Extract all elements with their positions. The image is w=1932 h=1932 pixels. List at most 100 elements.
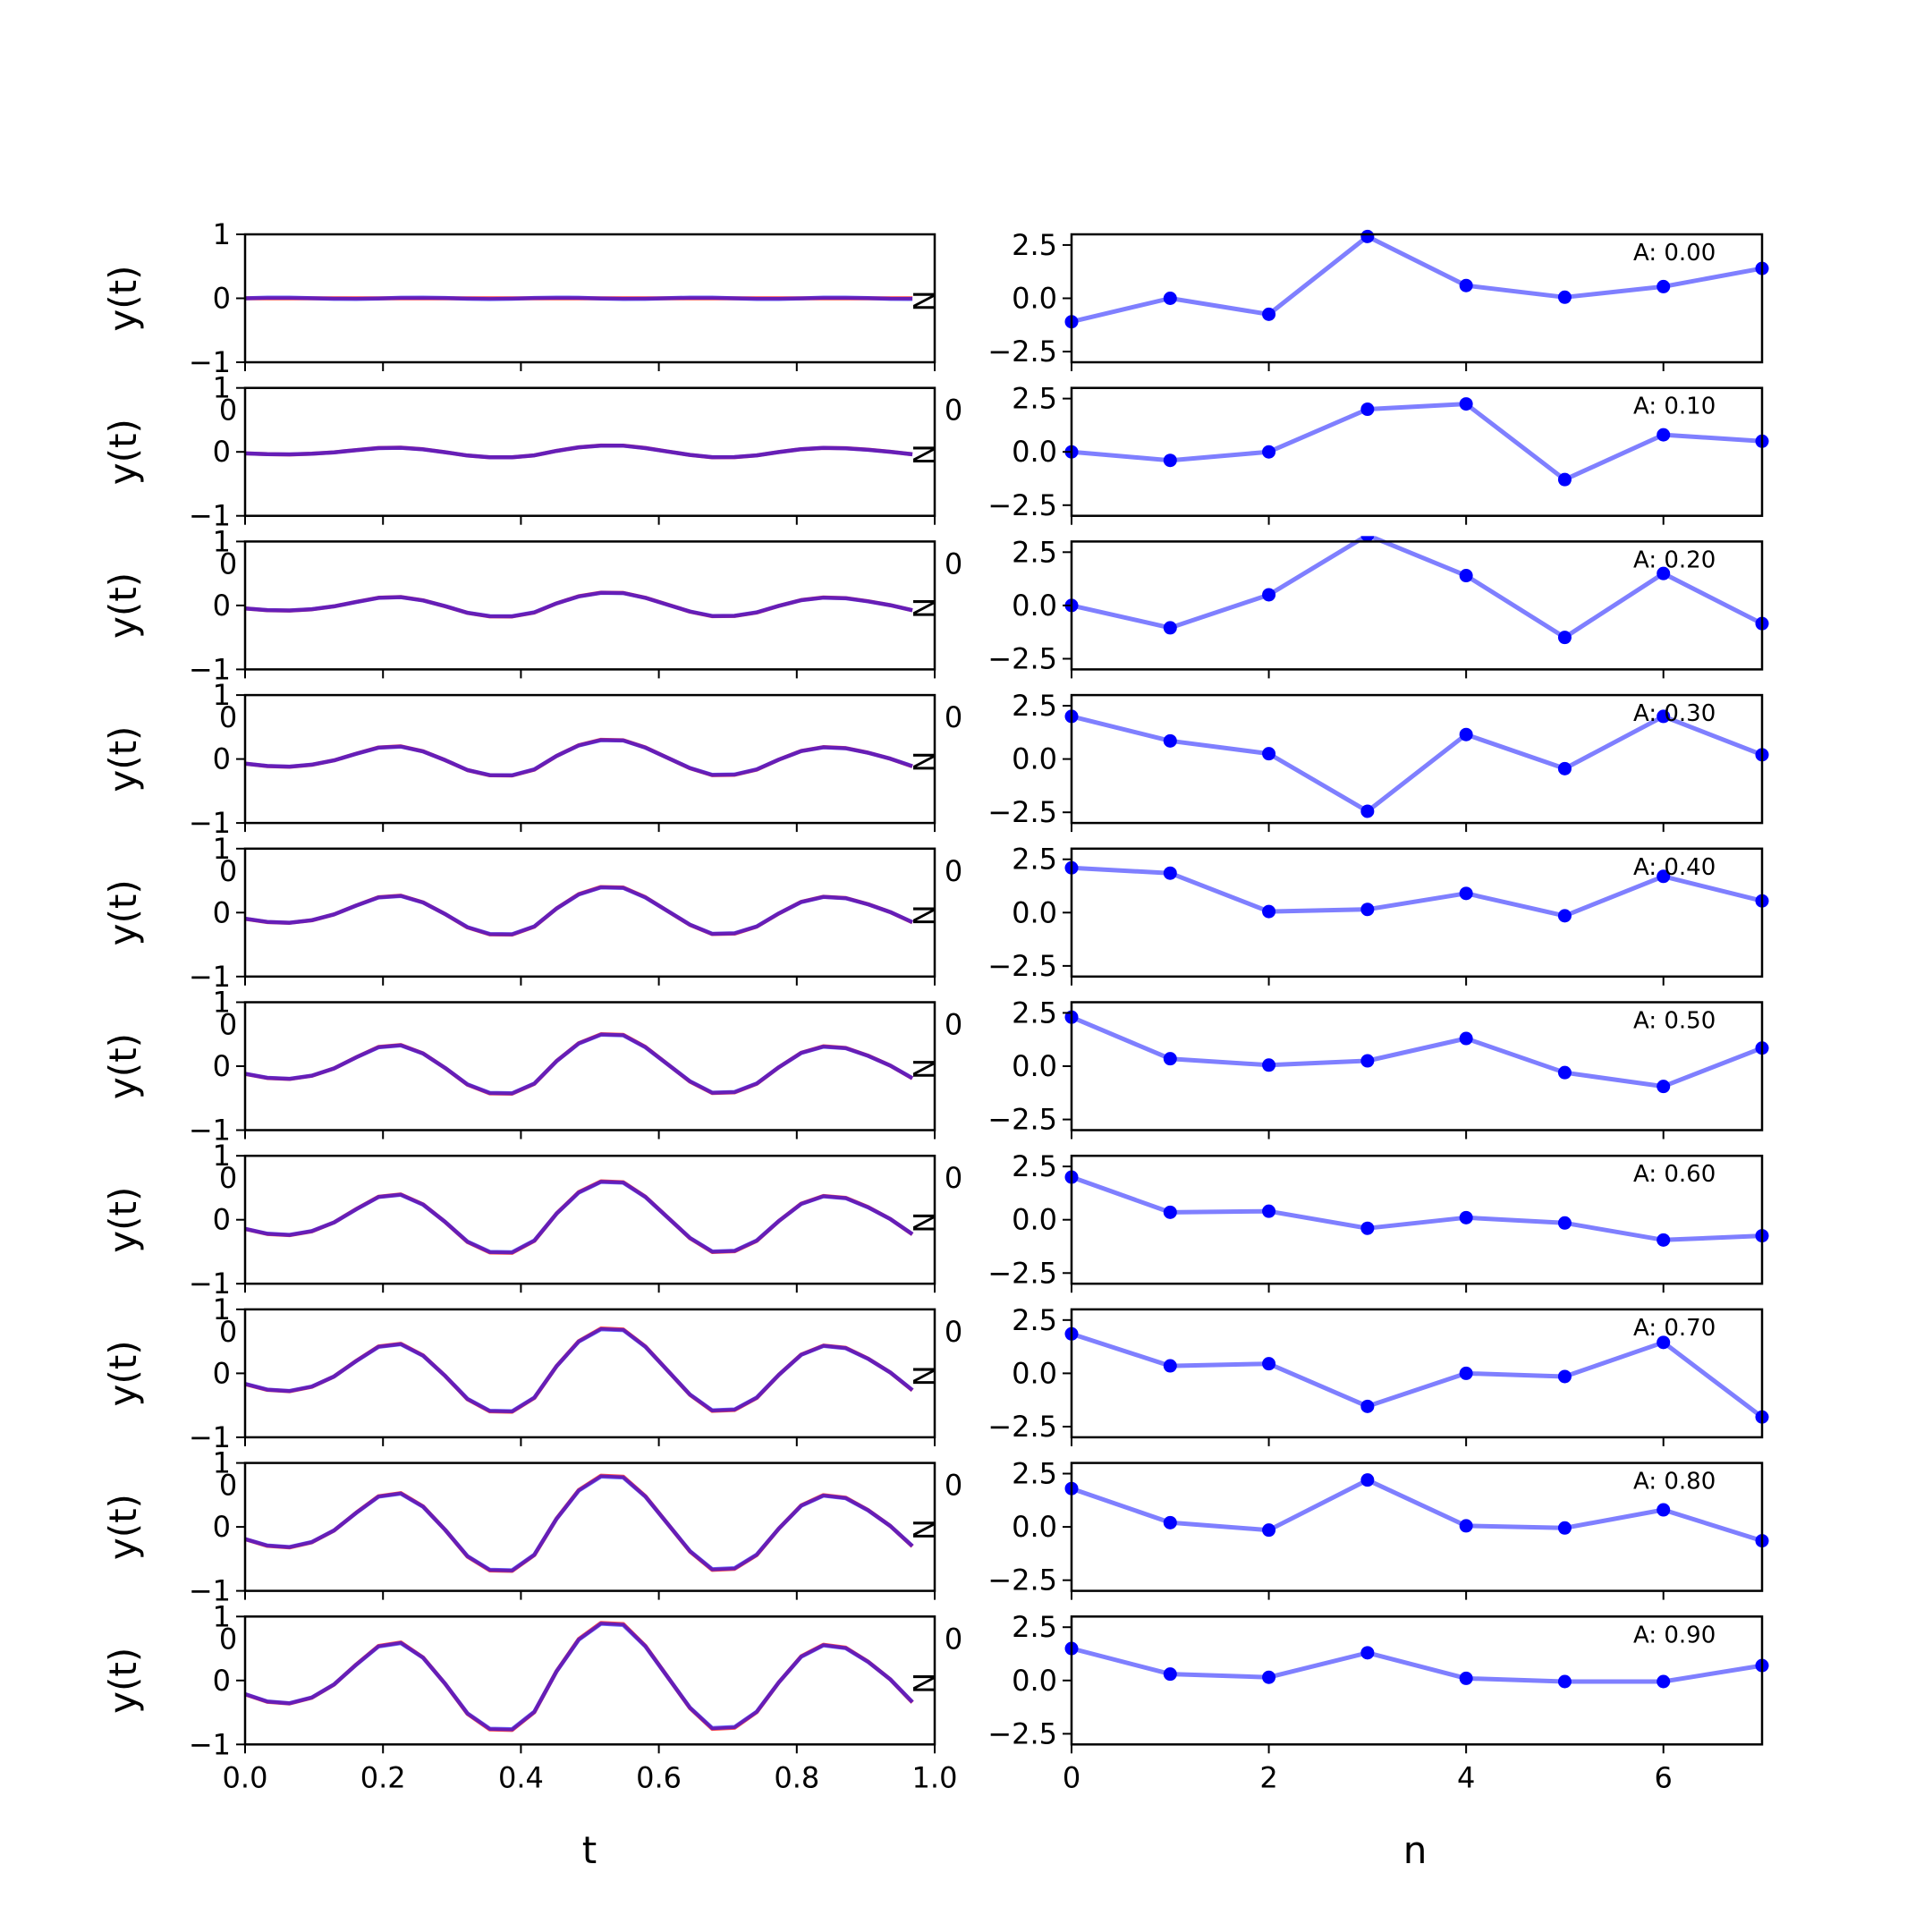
stray-label: 0 [945,854,962,888]
sample-point [1163,453,1177,468]
side-label-n: N [906,751,940,773]
sample-point [1262,1357,1276,1371]
blue-series-line [245,885,914,936]
stray-label: 0 [945,394,962,428]
y-tick-label: −1 [189,1574,231,1608]
sample-point [1557,1674,1572,1689]
sample-point [1360,402,1375,417]
amplitude-annotation: A: 0.60 [1633,1161,1716,1188]
amplitude-annotation: A: 0.90 [1633,1622,1716,1648]
y-tick-label: −2.5 [987,1410,1057,1444]
side-label-n: N [906,1519,940,1540]
time-panel-0: −1 0 1 y(t) N [101,217,940,379]
y-tick-label: −2.5 [987,641,1057,675]
sample-point [1163,1052,1177,1066]
y-tick-label: −1 [189,1420,231,1454]
sample-point [1360,804,1375,818]
stray-label: 0 [219,1315,237,1349]
y-axis-title: y(t) [101,879,145,945]
y-tick-label: 0.0 [1012,589,1057,623]
sample-point [1262,1670,1276,1684]
sample-panel-2: 2.5 0.0 −2.5 A: 0.20 [987,535,1769,679]
blue-series-line [245,1326,914,1414]
sample-series-line [1071,402,1763,482]
amplitude-annotation: A: 0.70 [1633,1315,1716,1342]
x-tick-label: 0.8 [774,1760,819,1794]
y-tick-label: 1 [213,524,231,558]
x-axis-title-n: n [1403,1828,1428,1872]
y-tick-label: 0 [213,1203,231,1237]
y-axis-title: y(t) [101,1648,145,1714]
y-tick-label: 0.0 [1012,1203,1057,1237]
y-tick-label: 0.0 [1012,1356,1057,1390]
blue-series-line [245,590,913,619]
sample-point [1657,1335,1671,1350]
amplitude-annotation: A: 0.10 [1633,394,1716,420]
y-axis-title: y(t) [101,572,145,639]
sample-point [1163,1359,1177,1373]
sample-series-line [1071,865,1763,919]
sample-point [1163,1205,1177,1219]
y-tick-label: 2.5 [1012,228,1057,262]
y-axis-title: y(t) [101,726,145,792]
sample-point [1657,279,1671,293]
x-tick-label: 6 [1655,1760,1673,1794]
sample-panel-5: 2.5 0.0 −2.5 A: 0.50 [987,996,1769,1140]
y-tick-label: 0.0 [1012,282,1057,316]
sample-point [1459,569,1473,583]
y-tick-label: 0 [213,895,231,929]
y-tick-label: −1 [189,1114,231,1148]
amplitude-annotation: A: 0.50 [1633,1008,1716,1035]
sample-point [1163,292,1177,305]
sample-panel-4: 2.5 0.0 −2.5 A: 0.40 [987,843,1769,986]
sample-point [1262,588,1276,602]
sample-point [1262,747,1276,761]
y-tick-label: 1 [213,832,231,866]
sample-point [1557,909,1572,923]
blue-series-line [245,1622,914,1732]
sample-point [1262,445,1276,459]
y-tick-label: 2.5 [1012,535,1057,569]
y-tick-label: 0.0 [1012,1049,1057,1083]
y-tick-label: 1 [213,1292,231,1326]
sample-point [1459,727,1473,741]
blue-series-line [245,1032,914,1096]
stray-label: 0 [219,854,237,888]
sample-point [1459,1519,1473,1533]
sample-point [1360,1221,1375,1235]
blue-series-line [245,1180,914,1255]
y-tick-label: 1 [213,1446,231,1480]
side-label-n: N [906,1212,940,1233]
y-axis-title: y(t) [101,1494,145,1560]
blue-series-line [245,738,913,778]
y-tick-label: 2.5 [1012,1303,1057,1337]
sample-series-line [1071,536,1764,640]
sample-point [1557,1216,1572,1230]
y-axis-title: y(t) [101,419,145,485]
sample-point [1459,886,1473,901]
stray-label: 0 [945,1622,962,1656]
x-tick-label: 0.6 [636,1760,682,1794]
y-tick-label: 0.0 [1012,435,1057,469]
blue-series-line [245,295,913,301]
sample-point [1657,566,1671,580]
sample-point [1459,278,1473,292]
y-tick-label: −2.5 [987,949,1057,983]
sample-point [1163,866,1177,880]
stray-label: 0 [219,547,237,580]
blue-series-line [245,1474,914,1572]
y-tick-label: 0 [213,589,231,623]
y-tick-label: −2.5 [987,488,1057,522]
side-label-n: N [906,1058,940,1080]
y-tick-label: 2.5 [1012,1457,1057,1491]
sample-point [1163,733,1177,748]
sample-point [1657,1674,1671,1689]
sample-point [1657,709,1671,724]
amplitude-annotation: A: 0.40 [1633,854,1716,881]
x-tick-label: 1.0 [912,1760,958,1794]
sample-point [1459,1366,1473,1380]
